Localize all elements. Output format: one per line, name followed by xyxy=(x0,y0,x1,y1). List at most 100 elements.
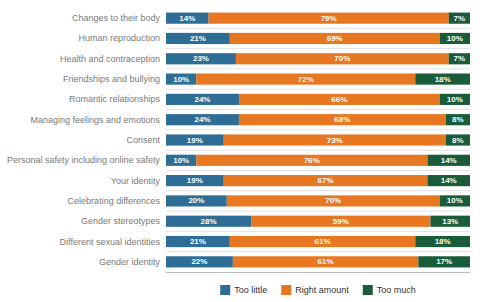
legend-label: Too little xyxy=(234,285,267,295)
category-label: Managing feelings and emotions xyxy=(30,115,160,125)
bar-segment xyxy=(251,216,430,227)
data-label: 8% xyxy=(452,136,464,145)
data-label: 24% xyxy=(194,95,210,104)
legend-swatch xyxy=(220,285,230,295)
data-label: 69% xyxy=(327,34,343,43)
bar-segment xyxy=(415,236,470,247)
bar-segment xyxy=(166,94,239,105)
category-label: Your identity xyxy=(111,176,161,186)
bar-segment xyxy=(230,236,415,247)
bar-segment xyxy=(440,33,470,44)
data-label: 59% xyxy=(333,217,349,226)
data-label: 19% xyxy=(187,136,203,145)
row-separator xyxy=(166,150,470,151)
data-label: 66% xyxy=(331,95,347,104)
bar-segment xyxy=(440,195,470,206)
bar-segment xyxy=(166,53,236,64)
bar-segment xyxy=(227,195,440,206)
data-label: 7% xyxy=(454,54,466,63)
data-label: 19% xyxy=(187,176,203,185)
data-label: 79% xyxy=(321,14,337,23)
category-label: Gender stereotypes xyxy=(81,216,161,226)
data-label: 18% xyxy=(435,237,451,246)
data-label: 67% xyxy=(318,176,334,185)
bar-segment xyxy=(166,155,196,166)
data-label: 28% xyxy=(201,217,217,226)
category-label: Romantic relationships xyxy=(69,94,161,104)
category-label: Human reproduction xyxy=(78,33,160,43)
bar-segment xyxy=(440,94,470,105)
category-label: Friendships and bullying xyxy=(63,74,160,84)
bar-segment xyxy=(224,134,446,145)
data-label: 18% xyxy=(435,75,451,84)
bar-segment xyxy=(427,175,470,186)
legend-swatch xyxy=(281,285,291,295)
bar-segment xyxy=(209,13,449,24)
bar-segment xyxy=(166,114,239,125)
bar-segment xyxy=(446,134,470,145)
data-label: 13% xyxy=(442,217,458,226)
bar-segment xyxy=(446,114,470,125)
category-label: Personal safety including online safety xyxy=(7,155,161,165)
data-label: 22% xyxy=(191,257,207,266)
data-label: 17% xyxy=(436,257,452,266)
legend: Too littleRight amountToo much xyxy=(220,285,416,295)
bar-segment xyxy=(418,256,470,267)
bar-segment xyxy=(427,155,470,166)
row-separator xyxy=(166,28,470,29)
bar-segment xyxy=(166,256,233,267)
data-label: 14% xyxy=(179,14,195,23)
bar-segment xyxy=(236,53,449,64)
data-label: 7% xyxy=(454,14,466,23)
bar-segment xyxy=(196,155,427,166)
data-label: 68% xyxy=(334,115,350,124)
data-label: 76% xyxy=(304,156,320,165)
category-label: Health and contraception xyxy=(60,54,160,64)
row-separator xyxy=(166,68,470,69)
data-label: 72% xyxy=(298,75,314,84)
legend-swatch xyxy=(363,285,373,295)
row-separator xyxy=(166,211,470,212)
row-separator xyxy=(166,170,470,171)
data-label: 24% xyxy=(194,115,210,124)
bar-segment xyxy=(230,33,440,44)
data-label: 10% xyxy=(447,196,463,205)
bar-segment xyxy=(415,73,470,84)
row-separator xyxy=(166,109,470,110)
bar-segment xyxy=(166,236,230,247)
bar-segment xyxy=(166,134,224,145)
data-label: 21% xyxy=(190,34,206,43)
data-label: 10% xyxy=(447,95,463,104)
separators xyxy=(166,28,470,251)
bar-segment xyxy=(449,13,470,24)
bar-segment xyxy=(166,216,251,227)
category-label: Changes to their body xyxy=(72,13,161,23)
row-separator xyxy=(166,251,470,252)
bar-segment xyxy=(166,195,227,206)
data-label: 10% xyxy=(173,156,189,165)
category-label: Consent xyxy=(126,135,160,145)
bar-segment xyxy=(166,73,196,84)
bar-segment xyxy=(233,256,418,267)
data-label: 61% xyxy=(318,257,334,266)
legend-label: Right amount xyxy=(295,285,349,295)
row-separator xyxy=(166,129,470,130)
row-separator xyxy=(166,89,470,90)
bar-segment xyxy=(224,175,428,186)
data-label: 73% xyxy=(327,136,343,145)
bar-segment xyxy=(449,53,470,64)
category-label: Different sexual identities xyxy=(60,237,161,247)
data-label: 8% xyxy=(452,115,464,124)
y-tick-labels: Changes to their body Human reproduction H… xyxy=(7,13,161,267)
category-label: Gender identity xyxy=(99,257,161,267)
data-label: 21% xyxy=(190,237,206,246)
chart: 14%79%7%21%69%10%23%70%7%10%72%18%24%66%… xyxy=(0,0,480,302)
data-label: 10% xyxy=(173,75,189,84)
data-label: 20% xyxy=(188,196,204,205)
x-axis-line xyxy=(166,272,470,273)
row-separator xyxy=(166,48,470,49)
bar-segment xyxy=(196,73,415,84)
data-label: 61% xyxy=(315,237,331,246)
data-label: 70% xyxy=(325,196,341,205)
data-label: 10% xyxy=(447,34,463,43)
